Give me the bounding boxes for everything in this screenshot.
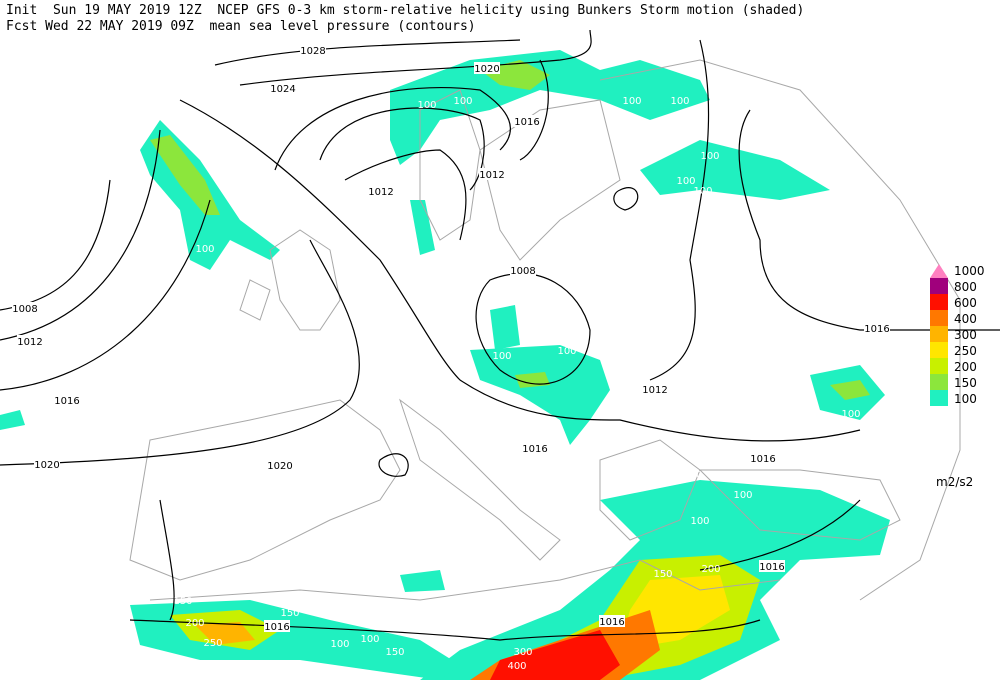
shading-label: 100: [683, 470, 702, 481]
legend-swatch: [930, 264, 948, 278]
shading-label: 100: [557, 346, 576, 357]
shading-label: 100: [112, 349, 131, 360]
contour-label: 1016: [54, 396, 79, 407]
contour-label-bg: [34, 458, 60, 470]
contour-label: 1012: [642, 385, 667, 396]
shading-label: 100: [330, 639, 349, 650]
contour-label-bg: [759, 560, 785, 572]
shading-label: 300: [513, 647, 532, 658]
shading-label: 100: [700, 151, 719, 162]
contour-label: 1016: [522, 444, 547, 455]
contour-label-bg: [267, 459, 293, 471]
legend: 1000 800 600 400 300 250 200 150 100 m2/s2: [930, 264, 985, 489]
legend-label: 400: [954, 312, 977, 326]
contour-label: 1016: [759, 562, 784, 573]
legend-swatch: [930, 310, 948, 326]
shading-label: 100: [195, 244, 214, 255]
legend-label: 150: [954, 376, 977, 390]
legend-label: 300: [954, 328, 977, 342]
contour-label-bg: [474, 62, 500, 74]
legend-label: 1000: [954, 264, 985, 278]
legend-unit: m2/s2: [936, 475, 973, 489]
helicity-shading: [0, 50, 890, 680]
contour-label: 1012: [368, 187, 393, 198]
contour-label-bg: [750, 452, 776, 464]
shading-label: 200: [701, 564, 720, 575]
shading-label: 100: [676, 176, 695, 187]
contour-label: 1012: [17, 337, 42, 348]
contour-label-bg: [642, 383, 668, 395]
shading-label: 100: [622, 96, 641, 107]
shading-label: 100: [457, 329, 476, 340]
contour-label: 1024: [270, 84, 295, 95]
legend-label: 100: [954, 392, 977, 406]
map-labels: 1028 1024 1020 1016 1012 1012 1008 1008 1012 1016…: [12, 44, 890, 672]
isobars: [0, 29, 1000, 641]
shading-label: 200: [185, 618, 204, 629]
header-line: Init Sun 19 MAY 2019 12Z NCEP GFS 0-3 km…: [6, 3, 804, 18]
contour-label-bg: [514, 115, 540, 127]
shading-label: 100: [670, 96, 689, 107]
shading-label: 100: [492, 351, 511, 362]
shading-label: 150: [385, 647, 404, 658]
contour-label-bg: [510, 264, 536, 276]
contour-label: 1020: [267, 461, 292, 472]
legend-swatch: [930, 326, 948, 342]
legend-swatch: [930, 374, 948, 390]
contour-label: 1020: [474, 64, 499, 75]
header-line: Fcst Wed 22 MAY 2019 09Z mean sea level …: [6, 19, 476, 34]
shading-label: 100: [453, 96, 472, 107]
coastlines: [129, 59, 961, 601]
legend-label: 200: [954, 360, 977, 374]
contour-label: 1016: [864, 324, 889, 335]
legend-label: 800: [954, 280, 977, 294]
legend-swatch: [930, 278, 948, 294]
shading-label: 100: [487, 200, 506, 211]
shading-label: 100: [690, 516, 709, 527]
shading-label: 400: [507, 661, 526, 672]
legend-swatch: [930, 390, 948, 406]
shading-label: 150: [173, 596, 192, 607]
legend-swatch: [930, 294, 948, 310]
shading-label: 100: [417, 100, 436, 111]
contour-label-bg: [300, 44, 326, 56]
contour-label-bg: [17, 335, 43, 347]
shading-label: 150: [653, 569, 672, 580]
shading-label: 100: [414, 254, 433, 265]
contour-label: 1012: [479, 170, 504, 181]
shading-label: 100: [422, 601, 441, 612]
legend-label: 600: [954, 296, 977, 310]
shading-label: 150: [280, 608, 299, 619]
contour-label-bg: [12, 302, 38, 314]
contour-label-bg: [368, 185, 394, 197]
contour-label-bg: [54, 394, 80, 406]
contour-label: 1020: [34, 460, 59, 471]
legend-swatch: [930, 358, 948, 374]
contour-label-bg: [264, 620, 290, 632]
contour-label: 1016: [599, 617, 624, 628]
shading-label: 100: [663, 46, 682, 57]
contour-label-bg: [479, 168, 505, 180]
contour-label-bg: [270, 82, 296, 94]
contour-label: 1008: [510, 266, 535, 277]
contour-label: 1008: [12, 304, 37, 315]
legend-label: 250: [954, 344, 977, 358]
contour-label-bg: [522, 442, 548, 454]
contour-label: 1016: [264, 622, 289, 633]
shading-label: 250: [203, 638, 222, 649]
contour-label: 1016: [514, 117, 539, 128]
contour-label-bg: [599, 615, 625, 627]
shading-label: 100: [733, 490, 752, 501]
contour-label: 1028: [300, 46, 325, 57]
shading-label: 100: [841, 409, 860, 420]
shading-label: 100: [693, 186, 712, 197]
contour-label-bg: [864, 322, 890, 334]
shading-label: 100: [360, 634, 379, 645]
contour-label: 1016: [750, 454, 775, 465]
legend-swatch: [930, 342, 948, 358]
